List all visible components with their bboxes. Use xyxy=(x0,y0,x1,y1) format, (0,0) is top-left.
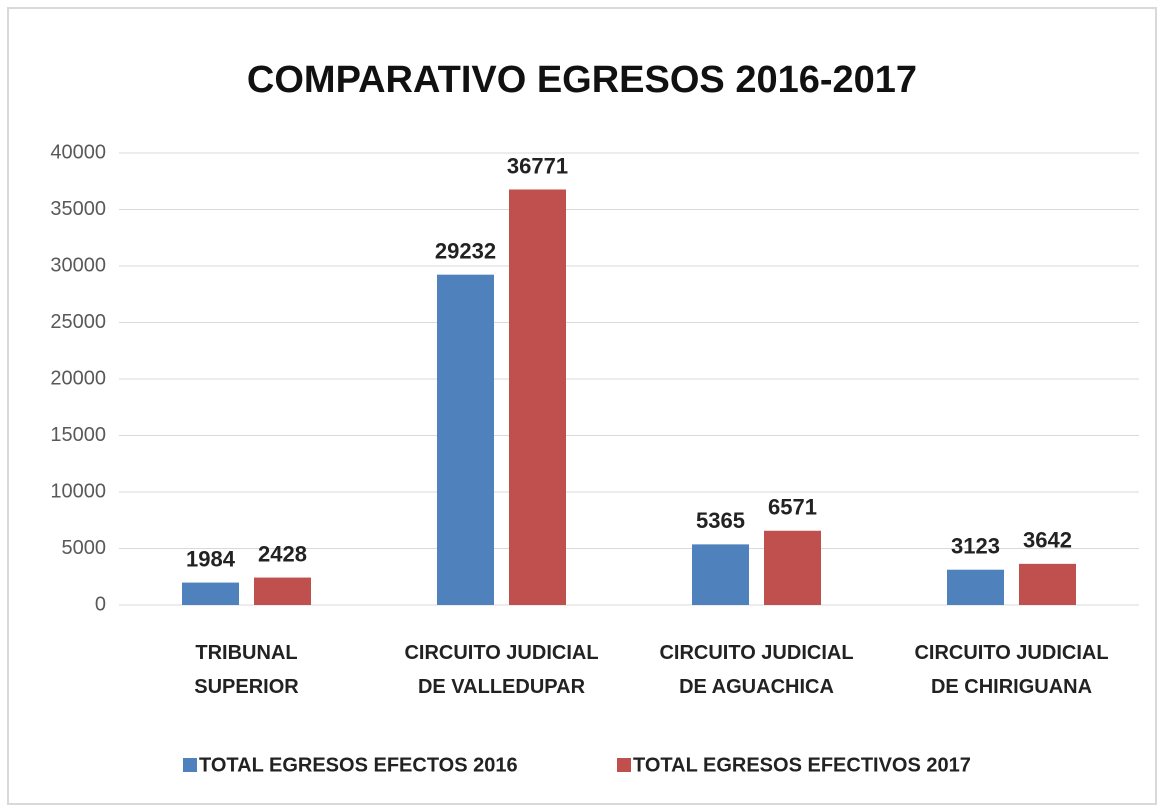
legend-label: TOTAL EGRESOS EFECTIVOS 2017 xyxy=(633,754,971,776)
bar xyxy=(947,569,1004,605)
legend-swatch xyxy=(183,758,197,772)
bar xyxy=(182,582,239,605)
y-tick-label: 40000 xyxy=(50,141,106,163)
y-tick-label: 0 xyxy=(95,593,106,615)
y-tick-label: 35000 xyxy=(50,198,106,220)
y-tick-label: 30000 xyxy=(50,254,106,276)
bar xyxy=(692,544,749,605)
chart-border xyxy=(7,7,1157,805)
data-label: 2428 xyxy=(258,541,307,566)
legend-label: TOTAL EGRESOS EFECTOS 2016 xyxy=(199,754,518,776)
data-label: 3123 xyxy=(951,534,1000,559)
data-label: 5365 xyxy=(696,508,745,533)
bar xyxy=(764,530,821,605)
y-tick-label: 5000 xyxy=(62,537,107,559)
data-label: 29232 xyxy=(435,238,496,263)
bar xyxy=(254,577,311,605)
x-tick-label: CIRCUITO JUDICIAL DE AGUACHICA xyxy=(659,642,854,698)
y-tick-label: 15000 xyxy=(50,424,106,446)
data-label: 1984 xyxy=(186,546,236,571)
bar xyxy=(509,189,566,605)
data-label: 6571 xyxy=(768,495,817,520)
data-label: 3642 xyxy=(1023,528,1072,553)
bar xyxy=(1019,563,1076,605)
legend-swatch xyxy=(617,758,631,772)
y-tick-label: 20000 xyxy=(50,367,106,389)
y-tick-label: 10000 xyxy=(50,480,106,502)
chart-title: COMPARATIVO EGRESOS 2016-2017 xyxy=(247,59,917,101)
x-tick-label: CIRCUITO JUDICIAL DE CHIRIGUANA xyxy=(914,642,1109,698)
y-tick-label: 25000 xyxy=(50,311,106,333)
bar xyxy=(437,274,494,605)
data-label: 36771 xyxy=(507,153,568,178)
x-tick-label: TRIBUNAL SUPERIOR xyxy=(194,642,299,698)
x-tick-label: CIRCUITO JUDICIAL DE VALLEDUPAR xyxy=(404,642,599,698)
